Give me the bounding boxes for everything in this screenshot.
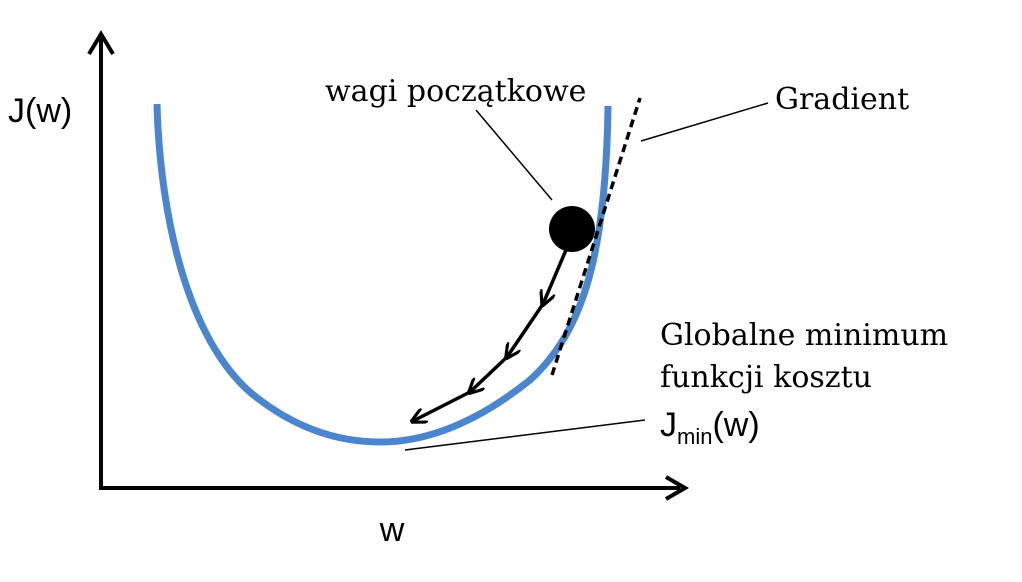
jmin-main: J (660, 406, 677, 444)
gradient-tangent-line (550, 97, 642, 376)
initial-weights-leader-line (475, 109, 553, 201)
jmin-label: Jmin(w) (660, 406, 760, 449)
axes (87, 30, 689, 501)
arrow-icon (413, 390, 471, 421)
global-minimum-label-line2: funkcji kosztu (660, 360, 872, 395)
initial-weights-label: wagi początkowe (325, 74, 586, 109)
minimum-leader-line (404, 419, 646, 451)
gradient-leader-line (640, 102, 769, 142)
gradient-label: Gradient (775, 82, 909, 117)
y-axis-arrow-icon (87, 30, 115, 56)
y-axis-label: J(w) (8, 92, 72, 130)
cost-curve (153, 103, 612, 446)
arrow-icon (543, 249, 568, 304)
descent-steps (413, 249, 568, 421)
arrow-icon (470, 355, 509, 392)
jmin-subscript: min (677, 424, 712, 449)
x-axis-arrow-icon (664, 475, 689, 501)
arrow-icon (507, 303, 545, 357)
x-axis-label: w (379, 511, 405, 549)
global-minimum-label-line1: Globalne minimum (660, 318, 948, 353)
jmin-argument: (w) (712, 406, 759, 444)
initial-point-marker (549, 206, 595, 252)
